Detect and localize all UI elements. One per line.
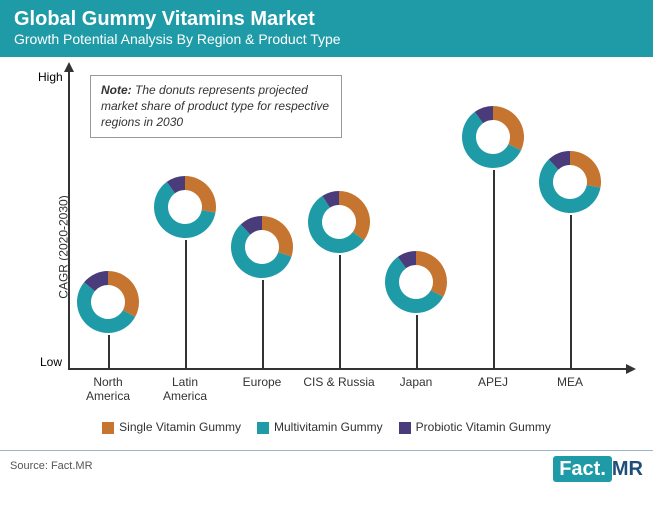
footer-divider xyxy=(0,450,653,451)
donut-slice xyxy=(570,151,601,188)
x-axis xyxy=(68,368,628,370)
page-title: Global Gummy Vitamins Market xyxy=(14,8,639,31)
header: Global Gummy Vitamins Market Growth Pote… xyxy=(0,0,653,57)
donut-slice xyxy=(493,106,524,150)
legend-swatch xyxy=(257,422,269,434)
x-axis-label: MEA xyxy=(530,375,610,389)
lollipop-stem xyxy=(108,335,110,370)
lollipop-stem xyxy=(185,240,187,370)
legend-swatch xyxy=(102,422,114,434)
y-axis xyxy=(68,70,70,370)
source-text: Source: Fact.MR xyxy=(10,460,93,472)
donut-chart xyxy=(154,176,216,238)
legend-item: Multivitamin Gummy xyxy=(257,420,383,434)
note-box: Note: The donuts represents projected ma… xyxy=(90,75,342,138)
donut-slice xyxy=(416,251,447,297)
chart-area: CAGR (2020-2030) High Low Note: The donu… xyxy=(30,70,630,400)
donut-chart xyxy=(231,216,293,278)
logo-mr: MR xyxy=(612,458,643,480)
donut-chart xyxy=(77,271,139,333)
donut-slice xyxy=(262,216,293,257)
y-tick-low: Low xyxy=(40,355,62,369)
legend: Single Vitamin Gummy Multivitamin Gummy Pr… xyxy=(0,420,653,434)
x-axis-label: LatinAmerica xyxy=(145,375,225,404)
x-axis-label: CIS & Russia xyxy=(299,375,379,389)
legend-label: Single Vitamin Gummy xyxy=(119,420,241,434)
donut-chart xyxy=(539,151,601,213)
x-axis-label: NorthAmerica xyxy=(68,375,148,404)
donut-slice xyxy=(108,271,139,317)
y-tick-high: High xyxy=(38,70,63,84)
lollipop-stem xyxy=(570,215,572,370)
legend-label: Multivitamin Gummy xyxy=(274,420,383,434)
legend-item: Single Vitamin Gummy xyxy=(102,420,241,434)
x-axis-label: Japan xyxy=(376,375,456,389)
legend-item: Probiotic Vitamin Gummy xyxy=(399,420,551,434)
legend-label: Probiotic Vitamin Gummy xyxy=(416,420,551,434)
donut-slice xyxy=(339,191,370,240)
donut-chart xyxy=(308,191,370,253)
x-axis-label: Europe xyxy=(222,375,302,389)
lollipop-stem xyxy=(262,280,264,370)
lollipop-stem xyxy=(416,315,418,370)
donut-chart xyxy=(462,106,524,168)
donut-chart xyxy=(385,251,447,313)
note-bold: Note: xyxy=(101,83,132,97)
x-axis-label: APEJ xyxy=(453,375,533,389)
lollipop-stem xyxy=(339,255,341,370)
donut-slice xyxy=(185,176,216,213)
logo: Fact.MR xyxy=(553,458,643,481)
note-text: The donuts represents projected market s… xyxy=(101,83,329,129)
lollipop-stem xyxy=(493,170,495,370)
page-subtitle: Growth Potential Analysis By Region & Pr… xyxy=(14,31,639,47)
logo-fact: Fact. xyxy=(553,456,612,482)
legend-swatch xyxy=(399,422,411,434)
